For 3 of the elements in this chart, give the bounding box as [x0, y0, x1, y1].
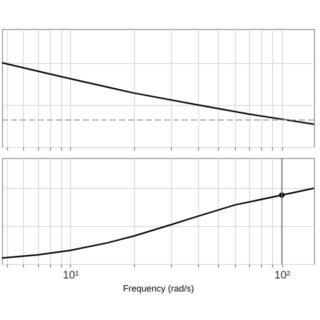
x-tick-label: 10¹ [62, 270, 80, 282]
x-tick-label: 10² [274, 270, 291, 282]
x-axis-title: Frequency (rad/s) [122, 284, 194, 294]
